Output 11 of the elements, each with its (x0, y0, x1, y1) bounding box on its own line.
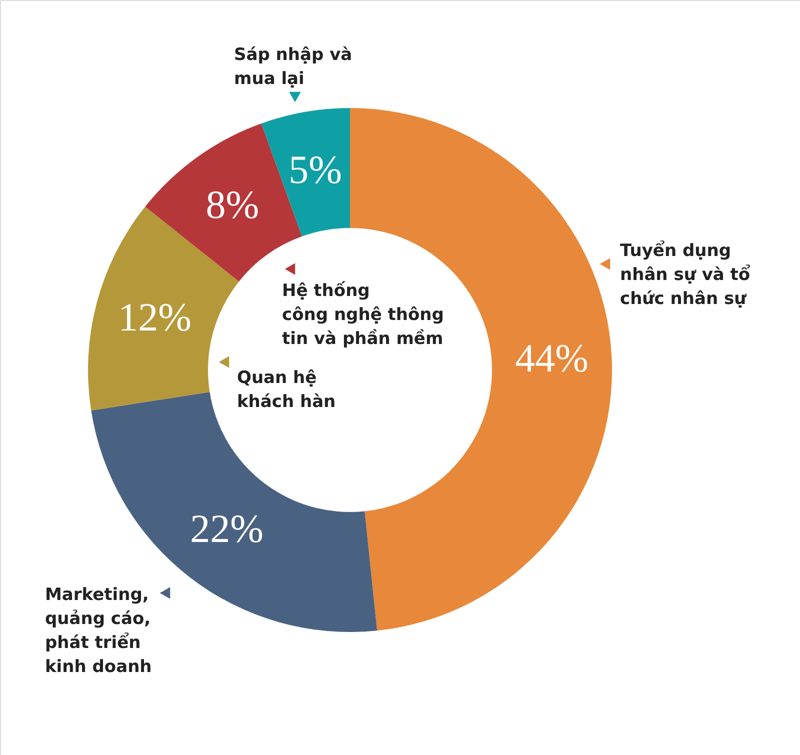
slice-label: Marketing, quảng cáo, phát triển kinh doanh (45, 585, 152, 677)
legend-label: Quan hệ khách hàn (237, 368, 336, 412)
data-label: 44% (515, 336, 588, 381)
legend-label: Hệ thống công nghệ thông tin và phần mềm (282, 281, 444, 349)
data-label: 12% (118, 294, 192, 340)
data-label: 8% (206, 182, 260, 227)
data-label: 22% (190, 506, 264, 552)
slice-label: Tuyển dụng nhân sự và tổ chức nhân sự (620, 240, 750, 309)
slice-label: Sáp nhập và mua lại (234, 45, 352, 89)
donut-slice (261, 108, 350, 236)
data-label: 5% (288, 147, 342, 192)
